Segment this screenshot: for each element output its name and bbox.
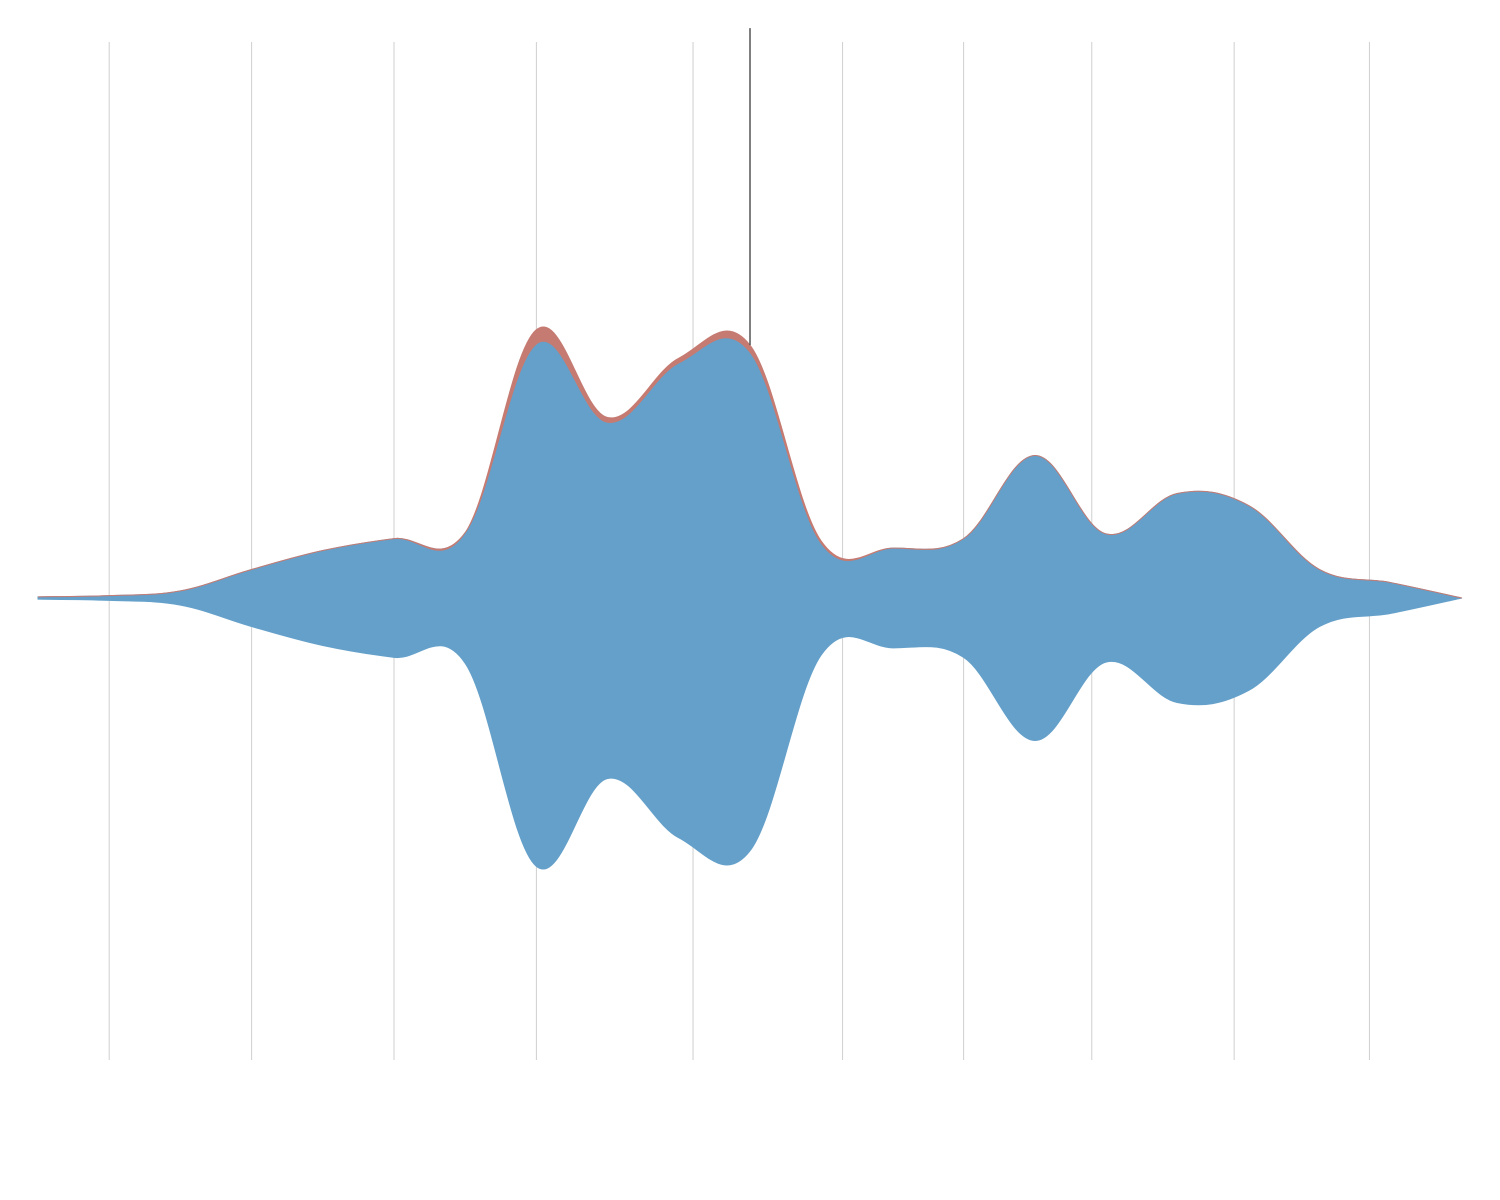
stream-layers bbox=[37, 326, 1463, 870]
stream-layer-2 bbox=[37, 326, 1463, 599]
